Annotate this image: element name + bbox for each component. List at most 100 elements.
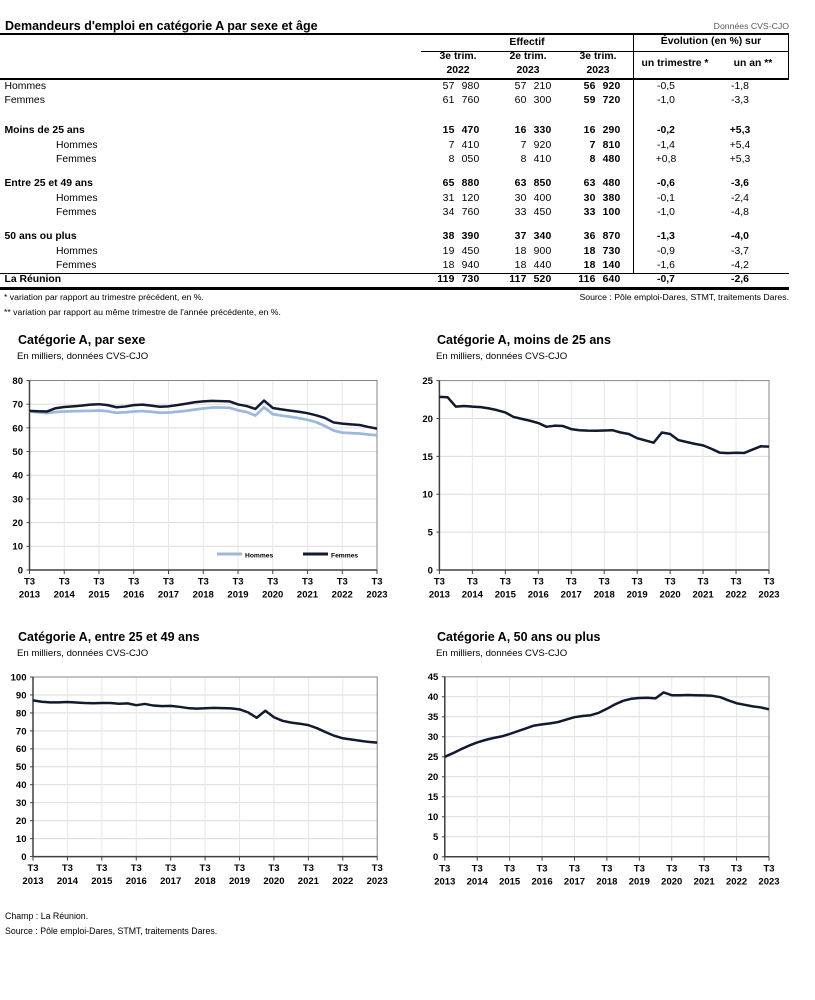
- svg-text:T3: T3: [372, 863, 383, 874]
- svg-text:20: 20: [16, 816, 27, 827]
- svg-text:T3: T3: [601, 863, 612, 874]
- svg-text:2023: 2023: [366, 590, 387, 601]
- svg-text:35: 35: [428, 712, 439, 723]
- svg-text:2018: 2018: [596, 876, 617, 887]
- svg-text:T3: T3: [666, 863, 677, 874]
- svg-text:2021: 2021: [693, 590, 715, 601]
- svg-text:2016: 2016: [531, 876, 552, 887]
- svg-text:2022: 2022: [332, 590, 353, 601]
- svg-text:T3: T3: [165, 863, 176, 874]
- svg-text:2022: 2022: [726, 876, 747, 887]
- svg-text:T3: T3: [93, 577, 104, 588]
- svg-text:50: 50: [12, 447, 23, 458]
- svg-text:40: 40: [16, 780, 27, 791]
- svg-text:20: 20: [12, 518, 23, 529]
- svg-text:T3: T3: [698, 577, 709, 588]
- svg-text:T3: T3: [731, 863, 742, 874]
- svg-text:T3: T3: [763, 577, 774, 588]
- svg-text:2020: 2020: [660, 590, 681, 601]
- svg-text:2019: 2019: [627, 590, 648, 601]
- svg-text:100: 100: [11, 672, 27, 683]
- svg-text:0: 0: [428, 565, 433, 576]
- svg-text:2015: 2015: [495, 590, 517, 601]
- svg-text:T3: T3: [59, 577, 70, 588]
- svg-text:5: 5: [433, 832, 439, 843]
- svg-text:T3: T3: [599, 577, 610, 588]
- svg-text:T3: T3: [96, 863, 107, 874]
- svg-text:2016: 2016: [123, 590, 144, 601]
- svg-text:5: 5: [428, 528, 434, 539]
- svg-text:T3: T3: [763, 863, 774, 874]
- svg-text:2020: 2020: [262, 590, 283, 601]
- svg-text:2015: 2015: [91, 876, 113, 887]
- svg-text:2015: 2015: [499, 876, 521, 887]
- svg-text:80: 80: [16, 708, 27, 719]
- svg-text:0: 0: [433, 852, 438, 863]
- svg-text:45: 45: [428, 672, 439, 683]
- svg-text:T3: T3: [730, 577, 741, 588]
- svg-text:T3: T3: [131, 863, 142, 874]
- svg-text:10: 10: [12, 542, 23, 553]
- svg-text:2017: 2017: [160, 876, 181, 887]
- svg-text:2014: 2014: [467, 876, 489, 887]
- svg-text:T3: T3: [234, 863, 245, 874]
- svg-text:2015: 2015: [88, 590, 110, 601]
- svg-text:T3: T3: [537, 863, 548, 874]
- svg-text:T3: T3: [665, 577, 676, 588]
- svg-text:T3: T3: [128, 577, 139, 588]
- svg-text:2016: 2016: [528, 590, 549, 601]
- svg-text:T3: T3: [500, 577, 511, 588]
- svg-text:2019: 2019: [227, 590, 248, 601]
- svg-text:T3: T3: [302, 577, 313, 588]
- svg-text:2022: 2022: [332, 876, 353, 887]
- svg-text:T3: T3: [634, 863, 645, 874]
- svg-text:T3: T3: [632, 577, 643, 588]
- svg-text:T3: T3: [62, 863, 73, 874]
- svg-text:15: 15: [422, 452, 433, 463]
- svg-text:2014: 2014: [57, 876, 79, 887]
- svg-text:T3: T3: [533, 577, 544, 588]
- svg-text:2020: 2020: [263, 876, 284, 887]
- svg-text:T3: T3: [569, 863, 580, 874]
- svg-text:2013: 2013: [429, 590, 450, 601]
- svg-text:T3: T3: [267, 577, 278, 588]
- svg-text:2013: 2013: [22, 876, 43, 887]
- svg-text:2017: 2017: [564, 876, 585, 887]
- svg-text:T3: T3: [200, 863, 211, 874]
- svg-text:T3: T3: [27, 863, 38, 874]
- svg-text:40: 40: [12, 471, 23, 482]
- svg-text:T3: T3: [268, 863, 279, 874]
- svg-text:T3: T3: [566, 577, 577, 588]
- svg-text:2018: 2018: [594, 590, 615, 601]
- svg-text:T3: T3: [198, 577, 209, 588]
- svg-text:2017: 2017: [158, 590, 179, 601]
- svg-text:T3: T3: [163, 577, 174, 588]
- svg-text:T3: T3: [337, 863, 348, 874]
- svg-text:T3: T3: [24, 577, 35, 588]
- svg-text:80: 80: [12, 376, 23, 387]
- svg-text:2016: 2016: [126, 876, 147, 887]
- svg-text:2019: 2019: [629, 876, 650, 887]
- svg-text:2014: 2014: [54, 590, 76, 601]
- svg-text:Hommes: Hommes: [245, 553, 274, 560]
- svg-text:Femmes: Femmes: [331, 553, 358, 560]
- svg-text:T3: T3: [232, 577, 243, 588]
- svg-text:20: 20: [422, 414, 433, 425]
- svg-text:2022: 2022: [725, 590, 746, 601]
- svg-text:2023: 2023: [367, 876, 388, 887]
- svg-text:20: 20: [428, 772, 439, 783]
- svg-text:60: 60: [16, 744, 27, 755]
- svg-text:T3: T3: [467, 577, 478, 588]
- svg-text:2023: 2023: [758, 876, 779, 887]
- svg-text:90: 90: [16, 690, 27, 701]
- svg-text:25: 25: [428, 752, 439, 763]
- svg-text:T3: T3: [337, 577, 348, 588]
- svg-text:10: 10: [428, 812, 439, 823]
- svg-text:2013: 2013: [434, 876, 455, 887]
- svg-text:30: 30: [12, 494, 23, 505]
- svg-text:25: 25: [422, 376, 433, 387]
- svg-text:70: 70: [16, 726, 27, 737]
- svg-text:30: 30: [428, 732, 439, 743]
- svg-text:70: 70: [12, 400, 23, 411]
- svg-text:10: 10: [422, 490, 433, 501]
